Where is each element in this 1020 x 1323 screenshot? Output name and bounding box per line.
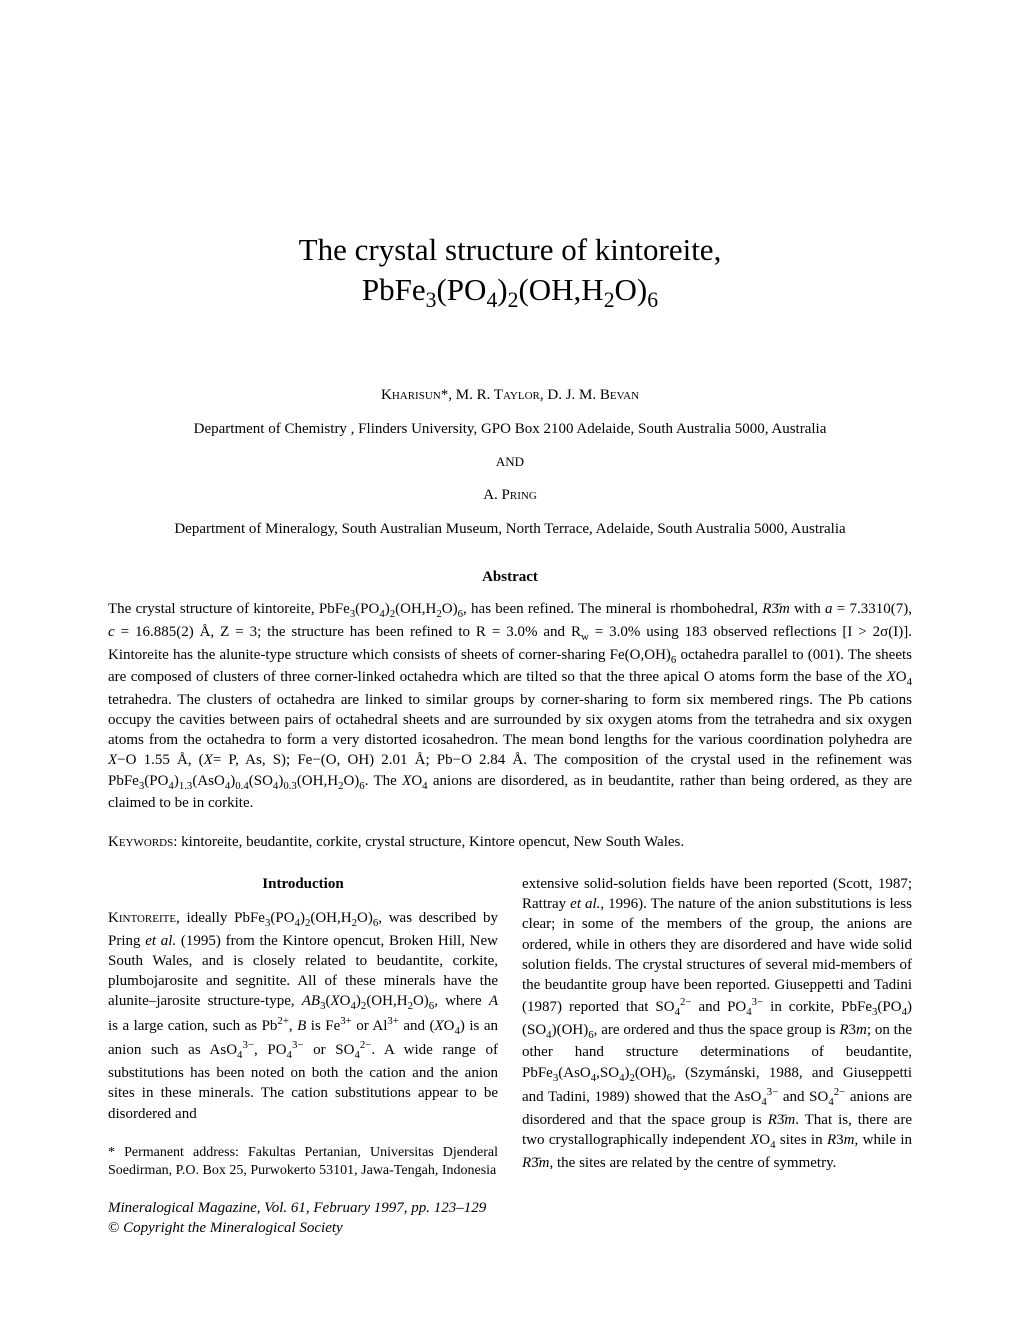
introduction-heading: Introduction [108, 874, 498, 894]
abstract-heading: Abstract [108, 567, 912, 587]
footnote: * Permanent address: Fakultas Pertanian,… [108, 1144, 498, 1180]
right-column: extensive solid-solution fields have bee… [522, 874, 912, 1180]
abstract-text: The crystal structure of kintoreite, PbF… [108, 599, 912, 813]
affiliation-1: Department of Chemistry , Flinders Unive… [108, 419, 912, 439]
authors-line-1: Kharisun*, M. R. Taylor, D. J. M. Bevan [108, 385, 912, 405]
title-line-2: PbFe3(PO4)2(OH,H2O)6 [362, 272, 658, 307]
left-column: Introduction Kintoreite, ideally PbFe3(P… [108, 874, 498, 1180]
body-columns: Introduction Kintoreite, ideally PbFe3(P… [108, 874, 912, 1180]
intro-paragraph-left: Kintoreite, ideally PbFe3(PO4)2(OH,H2O)6… [108, 908, 498, 1124]
affiliation-2: Department of Mineralogy, South Australi… [108, 519, 912, 539]
copyright-line: © Copyright the Mineralogical Society [108, 1218, 912, 1238]
title-line-1: The crystal structure of kintoreite, [299, 232, 722, 267]
authors-line-2: A. Pring [108, 485, 912, 505]
and-separator: AND [108, 453, 912, 471]
keywords-line: Keywords: kintoreite, beudantite, corkit… [108, 832, 912, 852]
intro-paragraph-right: extensive solid-solution fields have bee… [522, 874, 912, 1173]
journal-citation: Mineralogical Magazine, Vol. 61, Februar… [108, 1198, 912, 1218]
article-title: The crystal structure of kintoreite, PbF… [108, 230, 912, 315]
